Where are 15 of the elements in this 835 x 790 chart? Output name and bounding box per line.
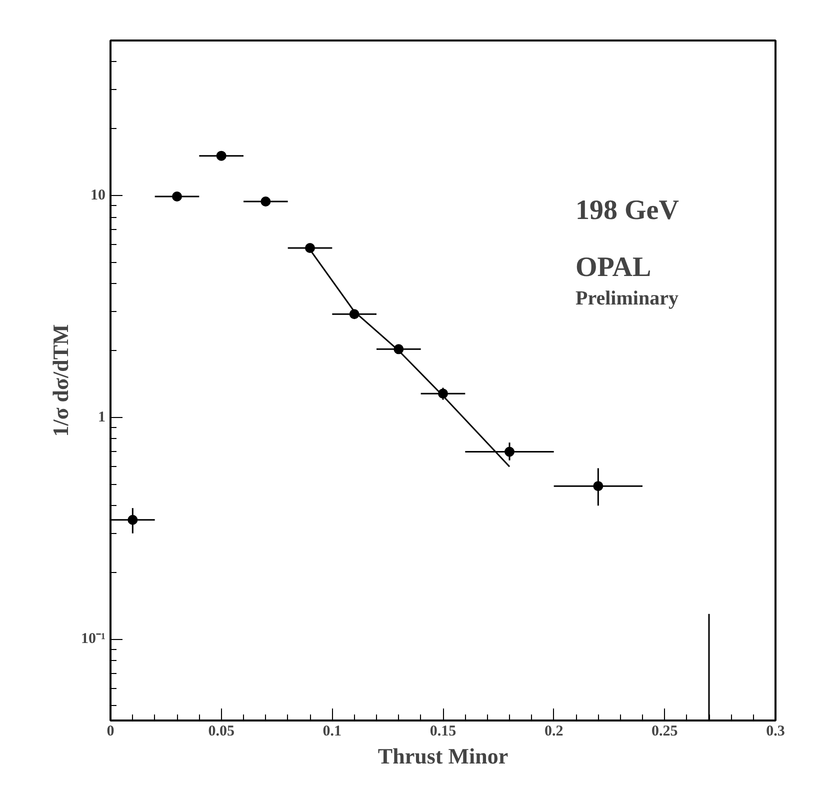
annotation: Preliminary <box>576 288 678 310</box>
y-tick-label: 1 <box>98 409 106 426</box>
x-tick-label: 0.3 <box>766 724 785 740</box>
x-tick-label: 0.25 <box>652 724 678 740</box>
x-tick-label: 0 <box>106 724 114 740</box>
x-tick-label: 0.15 <box>430 724 456 740</box>
annotation: OPAL <box>576 252 652 283</box>
annotation: 198 GeV <box>576 195 679 226</box>
x-tick-label: 0.2 <box>544 724 564 740</box>
y-axis-title: 1/σ dσ/dTM <box>48 324 74 437</box>
x-tick-label: 0.1 <box>322 724 342 740</box>
x-axis-title: Thrust Minor <box>378 744 508 768</box>
y-tick-label: 10⁻¹ <box>81 631 106 648</box>
x-tick-label: 0.05 <box>208 724 234 740</box>
y-tick-label: 10 <box>90 188 106 204</box>
